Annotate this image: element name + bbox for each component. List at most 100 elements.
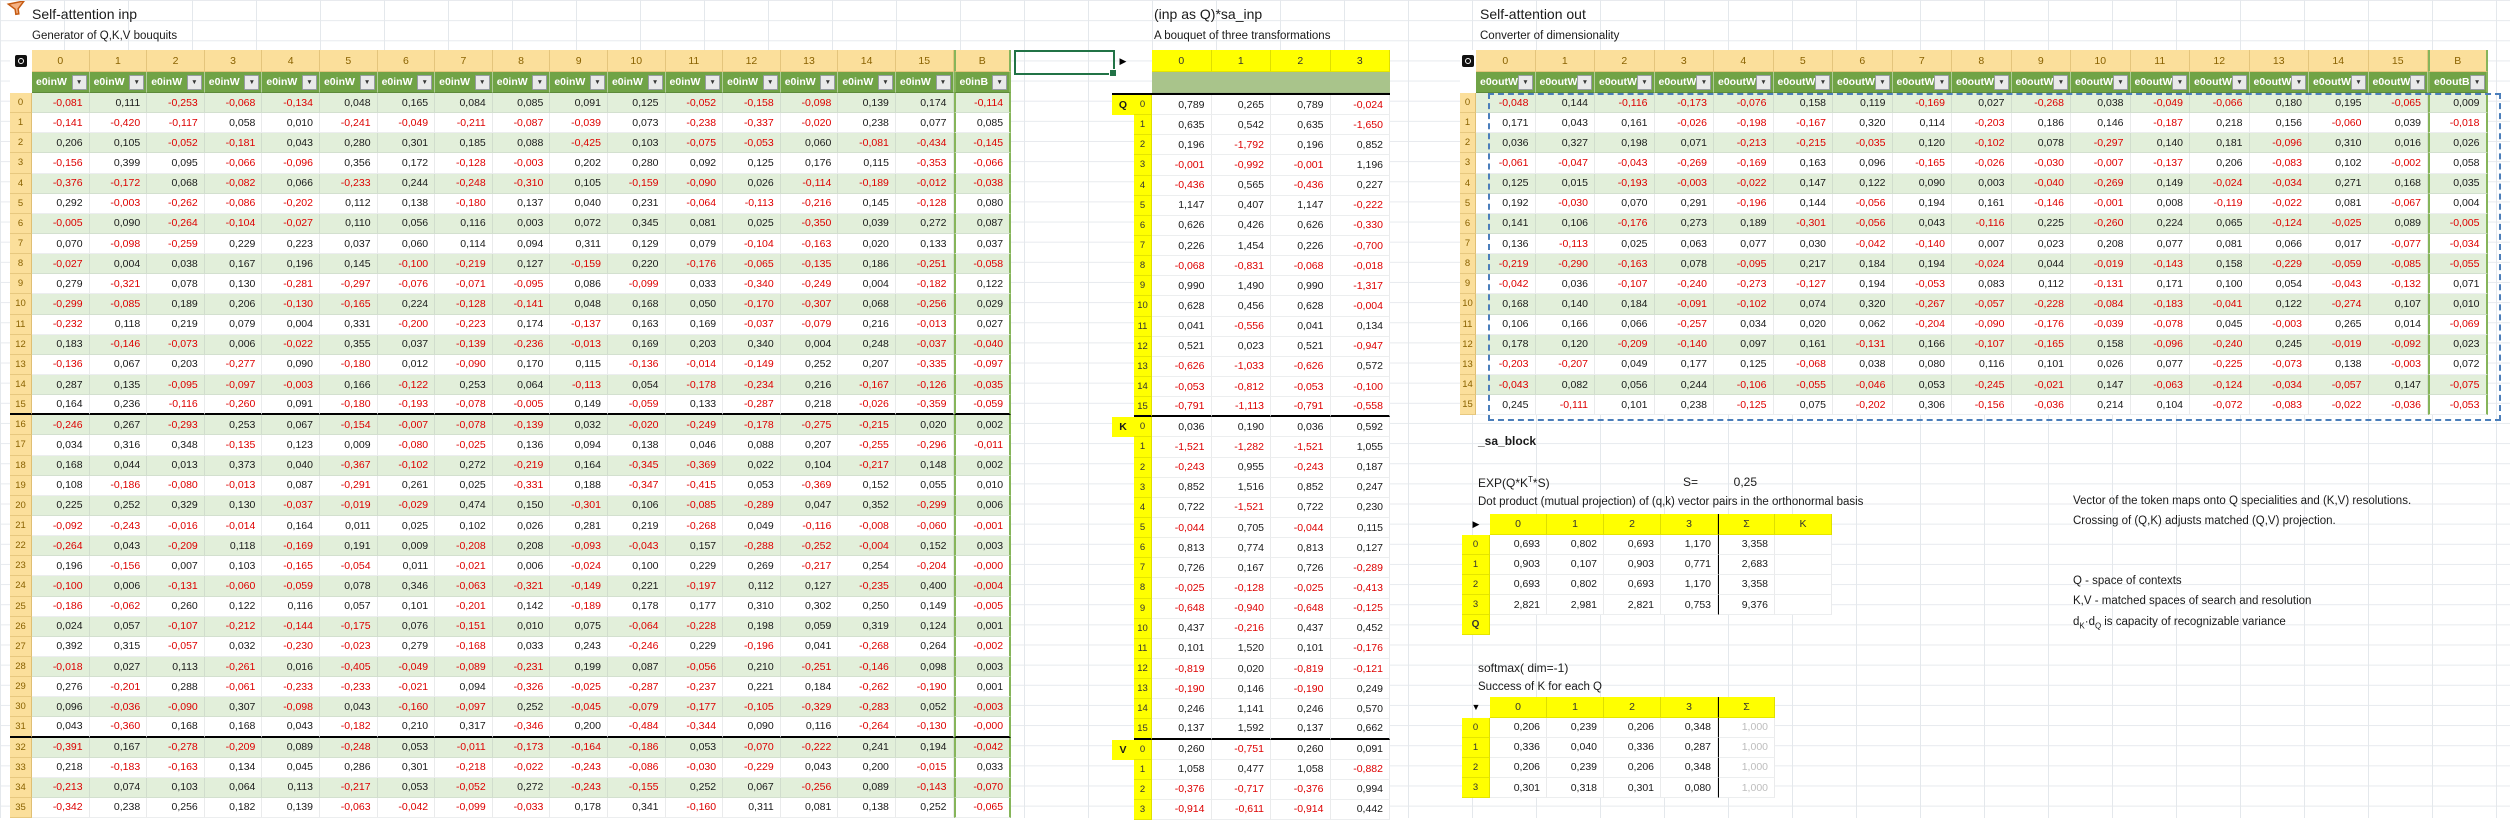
cell[interactable]: -0,037	[895, 334, 954, 355]
cell[interactable]: -0,177	[665, 697, 724, 718]
cell[interactable]: -0,235	[838, 576, 896, 597]
row-header[interactable]: 15	[1134, 719, 1152, 740]
cell[interactable]: -0,173	[1654, 93, 1714, 114]
cell[interactable]: 0,195	[2309, 93, 2369, 114]
cell[interactable]: -0,060	[204, 576, 263, 597]
cell[interactable]: -0,293	[147, 415, 205, 436]
cell[interactable]: -0,326	[492, 677, 551, 698]
cell[interactable]: 0,194	[1833, 274, 1893, 295]
cell[interactable]: 0,081	[2309, 193, 2369, 214]
row-header[interactable]: 15	[10, 395, 32, 416]
row-header[interactable]: 12	[10, 334, 32, 355]
cell[interactable]: 0,003	[953, 656, 1012, 678]
cell[interactable]: 0,171	[2130, 274, 2190, 295]
cell[interactable]: -0,137	[2130, 153, 2190, 174]
blank-cell[interactable]	[1775, 534, 1832, 555]
filter-dropdown-button[interactable]: ▼	[992, 74, 1008, 90]
cell[interactable]: -0,100	[1330, 376, 1390, 398]
cell[interactable]: 0,040	[1547, 737, 1604, 758]
cell[interactable]: 0,044	[89, 455, 148, 476]
cell[interactable]: 0,115	[838, 153, 896, 174]
cell[interactable]: -0,197	[665, 576, 724, 597]
cell[interactable]: 0,081	[780, 797, 839, 819]
cell[interactable]: -0,053	[1271, 376, 1331, 398]
cell[interactable]: 0,310	[723, 596, 781, 617]
cell[interactable]: 0,146	[2071, 113, 2131, 134]
cell[interactable]: -0,165	[262, 556, 320, 577]
cell[interactable]: -0,268	[665, 515, 724, 537]
cell[interactable]: 0,077	[895, 113, 954, 134]
cell[interactable]: 0,147	[2368, 374, 2428, 396]
cell[interactable]: 0,265	[1211, 95, 1271, 116]
row-header[interactable]: 5	[1460, 193, 1476, 214]
cell[interactable]: -0,062	[89, 596, 148, 617]
cell[interactable]: 0,437	[1152, 618, 1212, 639]
column-header[interactable]: Σ	[1718, 697, 1775, 718]
cell[interactable]: 0,094	[435, 677, 493, 698]
cell[interactable]: 1,000	[1718, 717, 1775, 738]
filter-dropdown-button[interactable]: ▼	[532, 74, 548, 90]
cell[interactable]: 0,252	[665, 777, 724, 798]
cell[interactable]: -0,717	[1211, 779, 1271, 800]
cell[interactable]: 0,026	[723, 173, 781, 194]
cell[interactable]: 0,196	[1152, 135, 1212, 156]
cell[interactable]: -0,043	[607, 536, 666, 557]
cell[interactable]: -0,045	[550, 697, 608, 718]
cell[interactable]: -0,173	[492, 737, 551, 758]
row-header[interactable]: 34	[10, 777, 32, 798]
cell[interactable]: -0,030	[1535, 193, 1595, 214]
cell[interactable]: -0,013	[550, 334, 608, 355]
cell[interactable]: 0,236	[89, 395, 148, 416]
cell[interactable]: -0,189	[838, 173, 896, 194]
cell[interactable]: -0,104	[723, 233, 781, 255]
column-header[interactable]: 5	[319, 50, 378, 72]
cell[interactable]: 0,133	[895, 233, 954, 255]
filter-dropdown-button[interactable]: ▼	[186, 74, 202, 90]
cell[interactable]: 0,054	[607, 374, 666, 396]
cell[interactable]: -0,219	[492, 455, 551, 476]
cell[interactable]: 0,091	[262, 395, 320, 416]
cell[interactable]: 0,106	[1476, 314, 1536, 335]
cell[interactable]: 1,490	[1211, 276, 1271, 297]
cell[interactable]: -0,086	[204, 193, 263, 214]
cell[interactable]: 0,120	[1535, 334, 1595, 355]
cell[interactable]: 0,041	[1152, 316, 1212, 337]
cell[interactable]: -0,024	[550, 556, 608, 577]
cell[interactable]: 0,006	[204, 334, 263, 355]
cell[interactable]: 0,149	[895, 596, 954, 617]
cell[interactable]: 0,025	[1595, 233, 1655, 255]
cell[interactable]: 0,279	[32, 274, 90, 295]
row-header[interactable]: 0	[1462, 717, 1490, 738]
column-header[interactable]: 5	[1773, 50, 1833, 72]
row-header[interactable]: 20	[10, 495, 32, 516]
cell[interactable]: -0,057	[1952, 294, 2012, 315]
cell[interactable]: 0,210	[377, 717, 436, 738]
cell[interactable]: 0,170	[492, 354, 551, 375]
cell[interactable]: -0,170	[723, 294, 781, 315]
cell[interactable]: -0,021	[2011, 374, 2071, 396]
cell[interactable]: 0,218	[780, 395, 839, 416]
cell[interactable]: -0,002	[953, 636, 1012, 657]
row-header[interactable]: 21	[10, 515, 32, 537]
cell[interactable]: -0,020	[607, 415, 666, 436]
cell[interactable]: 0,281	[550, 515, 608, 537]
cell[interactable]: 0,032	[204, 636, 263, 657]
cell[interactable]: 0,059	[780, 616, 839, 637]
cell[interactable]: 0,202	[550, 153, 608, 174]
cell[interactable]: -0,246	[32, 415, 90, 436]
cell[interactable]: -0,345	[607, 455, 666, 476]
cell[interactable]: 0,244	[1654, 374, 1714, 396]
cell[interactable]: 0,026	[2071, 354, 2131, 375]
cell[interactable]: -0,063	[435, 576, 493, 597]
cell[interactable]: 0,043	[780, 757, 839, 778]
cell[interactable]: 0,214	[2071, 395, 2131, 416]
cell[interactable]: 0,164	[32, 395, 90, 416]
cell[interactable]: 0,011	[377, 556, 436, 577]
column-header[interactable]: 8	[492, 50, 551, 72]
cell[interactable]: -0,648	[1152, 598, 1212, 619]
cell[interactable]: 0,276	[32, 677, 90, 698]
cell[interactable]: 0,077	[2130, 233, 2190, 255]
row-header[interactable]: 6	[1134, 538, 1152, 559]
filter-dropdown-button[interactable]: ▼	[71, 74, 87, 90]
cell[interactable]: 0,628	[1152, 296, 1212, 317]
